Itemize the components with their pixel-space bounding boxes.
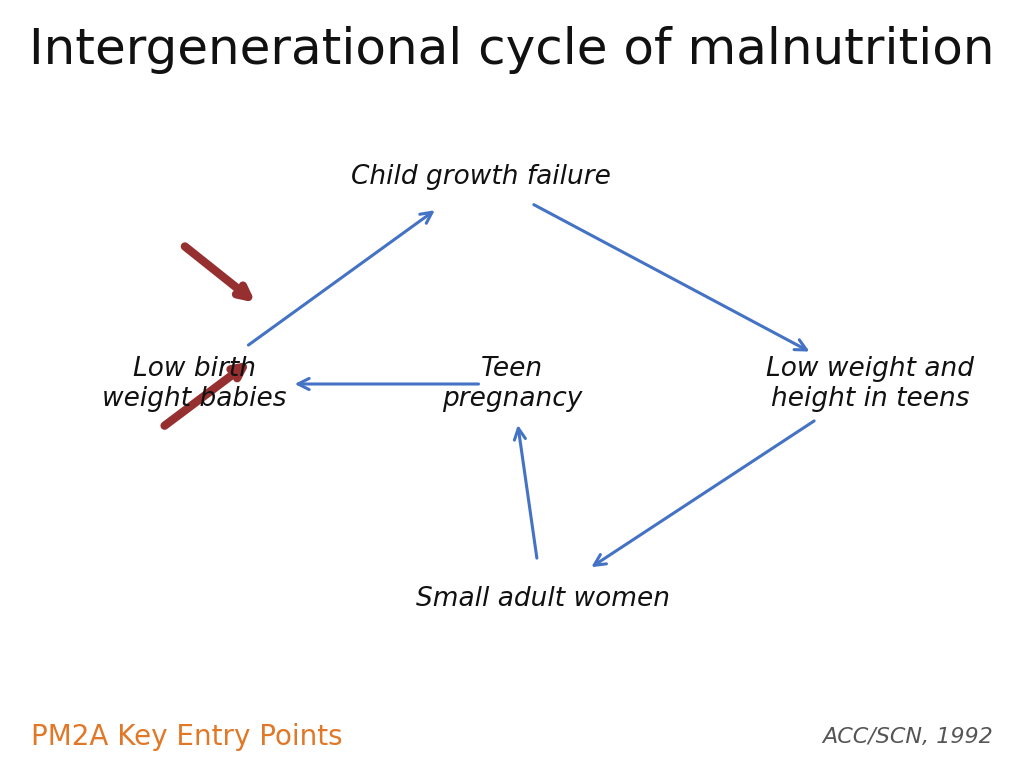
Text: PM2A Key Entry Points: PM2A Key Entry Points (31, 723, 342, 751)
Text: Intergenerational cycle of malnutrition: Intergenerational cycle of malnutrition (30, 26, 994, 74)
Text: ACC/SCN, 1992: ACC/SCN, 1992 (822, 727, 993, 747)
Text: Low birth
weight babies: Low birth weight babies (102, 356, 287, 412)
Text: Low weight and
height in teens: Low weight and height in teens (766, 356, 975, 412)
Text: Teen
pregnancy: Teen pregnancy (441, 356, 583, 412)
Text: Small adult women: Small adult women (416, 586, 670, 612)
Text: Child growth failure: Child growth failure (351, 164, 611, 190)
